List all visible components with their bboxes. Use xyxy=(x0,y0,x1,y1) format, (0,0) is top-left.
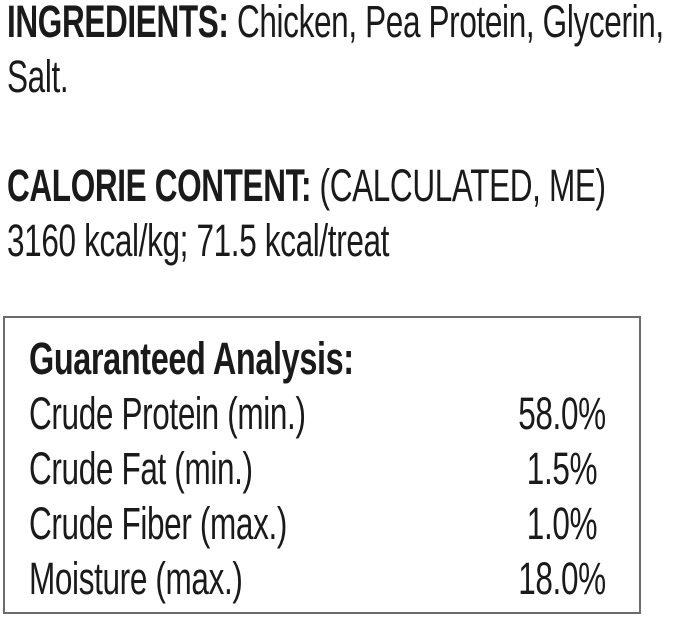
analysis-row-moisture: Moisture (max.) 18.0% xyxy=(29,551,639,606)
calorie-heading: CALORIE CONTENT: xyxy=(7,160,312,211)
ingredients-line-1: INGREDIENTS: Chicken, Pea Protein, Glyce… xyxy=(7,0,664,49)
analysis-row-crude-fat: Crude Fat (min.) 1.5% xyxy=(29,441,639,496)
analysis-row-value: 58.0% xyxy=(518,388,606,439)
calorie-content-section: CALORIE CONTENT: (CALCULATED, ME) 3160 k… xyxy=(7,158,679,268)
calorie-values: 3160 kcal/kg; 71.5 kcal/treat xyxy=(7,215,390,266)
analysis-row-label: Moisture (max.) xyxy=(29,553,243,604)
ingredients-line-2: Salt. xyxy=(7,51,69,102)
guaranteed-analysis-title: Guaranteed Analysis: xyxy=(29,333,354,384)
analysis-row-label: Crude Fat (min.) xyxy=(29,443,253,494)
analysis-row-value: 1.5% xyxy=(526,443,598,494)
guaranteed-analysis-box: Guaranteed Analysis: Crude Protein (min.… xyxy=(3,316,641,614)
ingredients-list: Chicken, Pea Protein, Glycerin, xyxy=(228,0,664,47)
analysis-row-value: 18.0% xyxy=(518,553,606,604)
calorie-method: (CALCULATED, ME) xyxy=(311,160,606,211)
ingredients-section: INGREDIENTS: Chicken, Pea Protein, Glyce… xyxy=(7,0,679,104)
analysis-row-label: Crude Protein (min.) xyxy=(29,388,306,439)
analysis-row-crude-protein: Crude Protein (min.) 58.0% xyxy=(29,386,639,441)
analysis-row-crude-fiber: Crude Fiber (max.) 1.0% xyxy=(29,496,639,551)
ingredients-heading: INGREDIENTS: xyxy=(7,0,229,47)
analysis-row-label: Crude Fiber (max.) xyxy=(29,498,288,549)
analysis-row-value: 1.0% xyxy=(526,498,598,549)
calorie-line-1: CALORIE CONTENT: (CALCULATED, ME) xyxy=(7,158,606,213)
